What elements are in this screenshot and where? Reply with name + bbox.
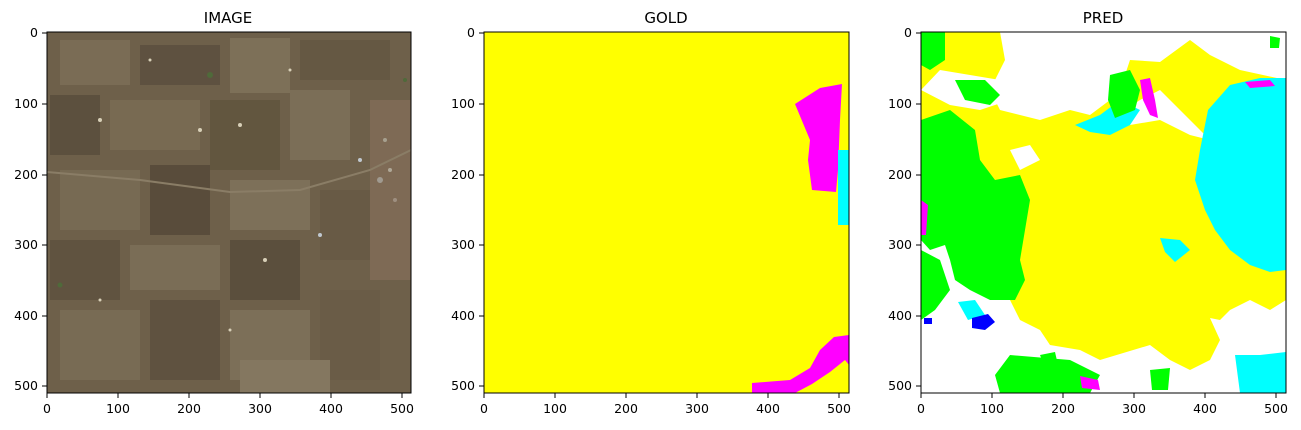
panel-title-gold: GOLD xyxy=(644,9,687,27)
y-tick-label: 300 xyxy=(888,237,912,252)
panel-image: IMAGE xyxy=(14,9,414,416)
y-tick-label: 300 xyxy=(451,237,475,252)
x-tick-label: 100 xyxy=(980,401,1004,416)
y-tick-label: 200 xyxy=(888,167,912,182)
y-tick-label: 400 xyxy=(14,308,38,323)
x-tick-label: 500 xyxy=(390,401,414,416)
y-axis-gold: 0 100 200 300 400 500 xyxy=(451,25,484,393)
x-axis-pred: 0 100 200 300 400 500 xyxy=(917,393,1288,416)
y-tick-label: 300 xyxy=(14,237,38,252)
y-tick-label: 100 xyxy=(451,96,475,111)
y-axis-pred: 0 100 200 300 400 500 xyxy=(888,25,921,393)
pred-mask xyxy=(921,32,1286,393)
y-tick-label: 400 xyxy=(451,308,475,323)
x-tick-label: 300 xyxy=(248,401,272,416)
y-tick-label: 0 xyxy=(467,25,475,40)
x-tick-label: 500 xyxy=(827,401,851,416)
x-tick-label: 200 xyxy=(614,401,638,416)
panel-gold: GOLD 0 100 200 300 400 500 xyxy=(451,9,851,416)
x-tick-label: 300 xyxy=(1122,401,1146,416)
x-tick-label: 400 xyxy=(756,401,780,416)
x-tick-label: 0 xyxy=(43,401,51,416)
y-tick-label: 500 xyxy=(14,378,38,393)
x-tick-label: 100 xyxy=(106,401,130,416)
x-tick-label: 200 xyxy=(177,401,201,416)
satellite-image xyxy=(47,32,411,393)
y-tick-label: 500 xyxy=(451,378,475,393)
gold-mask xyxy=(484,32,849,393)
x-tick-label: 400 xyxy=(1193,401,1217,416)
x-axis-image: 0 100 200 300 400 500 xyxy=(43,393,414,416)
panel-title-pred: PRED xyxy=(1083,9,1124,27)
x-tick-label: 0 xyxy=(917,401,925,416)
y-tick-label: 200 xyxy=(14,167,38,182)
y-tick-label: 400 xyxy=(888,308,912,323)
y-tick-label: 500 xyxy=(888,378,912,393)
y-tick-label: 0 xyxy=(904,25,912,40)
y-tick-label: 0 xyxy=(30,25,38,40)
x-tick-label: 400 xyxy=(319,401,343,416)
x-tick-label: 500 xyxy=(1264,401,1288,416)
y-tick-label: 200 xyxy=(451,167,475,182)
panel-pred: PRED xyxy=(888,9,1288,416)
x-tick-label: 0 xyxy=(480,401,488,416)
x-tick-label: 300 xyxy=(685,401,709,416)
y-axis-image: 0 100 200 300 400 500 xyxy=(14,25,47,393)
y-tick-label: 100 xyxy=(888,96,912,111)
x-tick-label: 100 xyxy=(543,401,567,416)
x-axis-gold: 0 100 200 300 400 500 xyxy=(480,393,851,416)
panel-title-image: IMAGE xyxy=(204,9,252,27)
y-tick-label: 100 xyxy=(14,96,38,111)
x-tick-label: 200 xyxy=(1051,401,1075,416)
